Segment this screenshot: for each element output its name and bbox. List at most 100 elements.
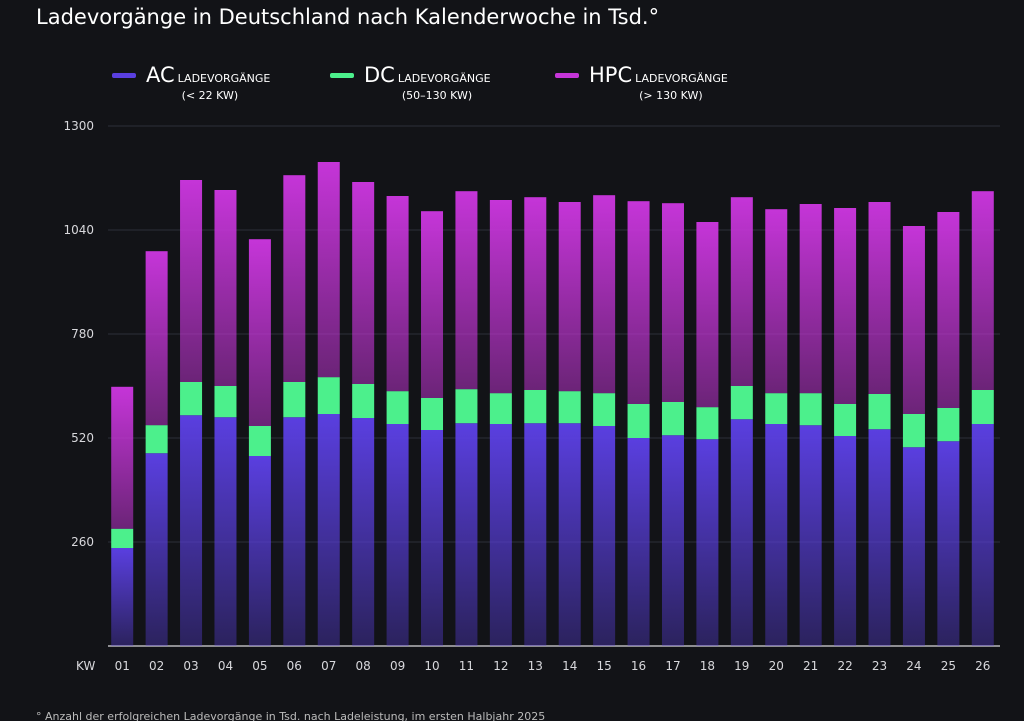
legend-label: LADEVORGÄNGE — [398, 72, 491, 85]
bar-segment — [558, 202, 581, 392]
bar-segment — [937, 441, 960, 646]
bar-segment — [868, 429, 891, 646]
x-tick-label: 09 — [390, 659, 405, 673]
legend-swatch — [555, 73, 579, 78]
bar-segment — [248, 456, 271, 646]
bar-segment — [834, 436, 857, 646]
x-tick-label: 04 — [218, 659, 233, 673]
x-tick-label: 10 — [424, 659, 439, 673]
bar-segment — [799, 425, 822, 646]
legend-name: DC — [364, 63, 395, 87]
bar-segment — [593, 393, 616, 426]
y-tick-label: 260 — [71, 535, 94, 549]
bar-segment — [937, 408, 960, 442]
bar-segment — [386, 196, 409, 392]
bar-segment — [868, 394, 891, 430]
bar-segment — [352, 182, 375, 384]
x-tick-label: 08 — [356, 659, 371, 673]
bar-segment — [145, 453, 168, 646]
bar-segment — [661, 203, 684, 402]
y-tick-label: 520 — [71, 431, 94, 445]
bar-segment — [834, 404, 857, 436]
bar-segment — [145, 251, 168, 426]
bar-segment — [937, 212, 960, 408]
bar-segment — [765, 393, 788, 424]
bar-segment — [696, 407, 719, 440]
bar-segment — [730, 386, 753, 420]
bar-segment — [696, 439, 719, 646]
bar-segment — [386, 391, 409, 424]
y-tick-label: 1300 — [63, 119, 94, 133]
legend-swatch — [330, 73, 354, 78]
bar-segment — [111, 386, 134, 529]
bar-segment — [352, 384, 375, 418]
x-tick-label: 20 — [769, 659, 784, 673]
bar-segment — [455, 423, 478, 646]
bar-segment — [283, 382, 306, 418]
bar-segment — [902, 226, 925, 414]
bar-segment — [524, 390, 547, 424]
bar-segment — [421, 430, 444, 646]
bar-segment — [317, 377, 340, 414]
bar-segment — [558, 423, 581, 646]
bar-segment — [352, 418, 375, 646]
legend-label: LADEVORGÄNGE — [635, 72, 728, 85]
bar-segment — [214, 386, 237, 418]
x-tick-label: 12 — [493, 659, 508, 673]
bar-segment — [524, 423, 547, 646]
legend-label: LADEVORGÄNGE — [178, 72, 271, 85]
bar-segment — [248, 239, 271, 426]
bar-segment — [489, 200, 512, 394]
y-tick-label: 1040 — [63, 223, 94, 237]
bar-segment — [489, 424, 512, 646]
bar-segment — [180, 180, 203, 382]
footnote: ° Anzahl der erfolgreichen Ladevorgänge … — [36, 710, 545, 721]
legend-name: AC — [146, 63, 175, 87]
bar-segment — [283, 175, 306, 382]
bar-segment — [902, 414, 925, 448]
bar-segment — [593, 195, 616, 394]
bar-segment — [730, 197, 753, 386]
x-tick-label: 15 — [596, 659, 611, 673]
bar-segment — [971, 424, 994, 646]
bar-segment — [489, 393, 512, 424]
bar-segment — [421, 398, 444, 430]
y-tick-label: 780 — [71, 327, 94, 341]
x-tick-label: 01 — [115, 659, 130, 673]
x-tick-label: 18 — [700, 659, 715, 673]
legend-sublabel: (< 22 KW) — [182, 89, 239, 102]
x-tick-label: 06 — [287, 659, 302, 673]
x-tick-label: 13 — [528, 659, 543, 673]
bar-segment — [111, 528, 134, 548]
chart-title: Ladevorgänge in Deutschland nach Kalende… — [36, 5, 659, 29]
x-tick-label: 11 — [459, 659, 474, 673]
bar-segment — [696, 222, 719, 408]
bar-segment — [730, 419, 753, 646]
x-tick-label: 22 — [837, 659, 852, 673]
x-tick-label: 24 — [906, 659, 921, 673]
bar-segment — [248, 426, 271, 456]
x-tick-label: 16 — [631, 659, 646, 673]
bar-segment — [799, 204, 822, 394]
bar-segment — [386, 424, 409, 646]
bar-segment — [593, 426, 616, 646]
x-axis-label: KW — [76, 659, 95, 673]
bar-segment — [421, 211, 444, 398]
x-tick-label: 19 — [734, 659, 749, 673]
bar-segment — [180, 415, 203, 646]
legend-sublabel: (50–130 KW) — [402, 89, 472, 102]
bar-segment — [765, 424, 788, 646]
x-tick-label: 21 — [803, 659, 818, 673]
bar-segment — [558, 391, 581, 424]
bar-segment — [834, 208, 857, 404]
bar-segment — [145, 425, 168, 454]
bar-segment — [455, 389, 478, 424]
bar-segment — [971, 191, 994, 390]
legend-sublabel: (> 130 KW) — [639, 89, 703, 102]
bar-segment — [868, 202, 891, 394]
x-tick-label: 02 — [149, 659, 164, 673]
x-tick-label: 23 — [872, 659, 887, 673]
bar-segment — [317, 414, 340, 646]
